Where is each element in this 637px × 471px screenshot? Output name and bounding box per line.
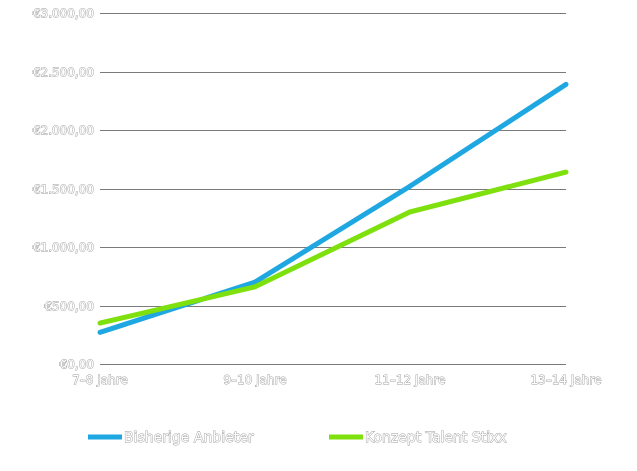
data-point [563,169,569,175]
y-tick-label: €500,00 [44,300,94,314]
x-tick-label: 11–12 Jahre [375,373,446,387]
legend-label-1: Bisherige Anbieter [124,430,254,446]
data-point [97,329,103,335]
x-tick-label: 9–10 Jahre [223,373,286,387]
series-line-2 [99,169,567,326]
y-tick-label: €3.000,00 [33,7,94,21]
x-tick-label: 7–8 Jahre [72,373,128,387]
data-point [97,320,103,326]
y-tick-label: €0,00 [60,358,94,372]
data-point [407,209,413,215]
y-tick-label: €1.500,00 [33,183,94,197]
data-point [252,284,258,290]
y-tick-label: €2.500,00 [33,66,94,80]
data-point [407,183,413,189]
y-tick-label: €1.000,00 [33,241,94,255]
x-tick-label: 13–14 Jahre [531,373,602,387]
data-point [563,81,569,87]
legend-label-2: Konzept Talent Stixx [365,430,507,446]
data-point [252,279,258,285]
series-line-1 [99,82,568,335]
y-tick-label: €2.000,00 [33,124,94,138]
